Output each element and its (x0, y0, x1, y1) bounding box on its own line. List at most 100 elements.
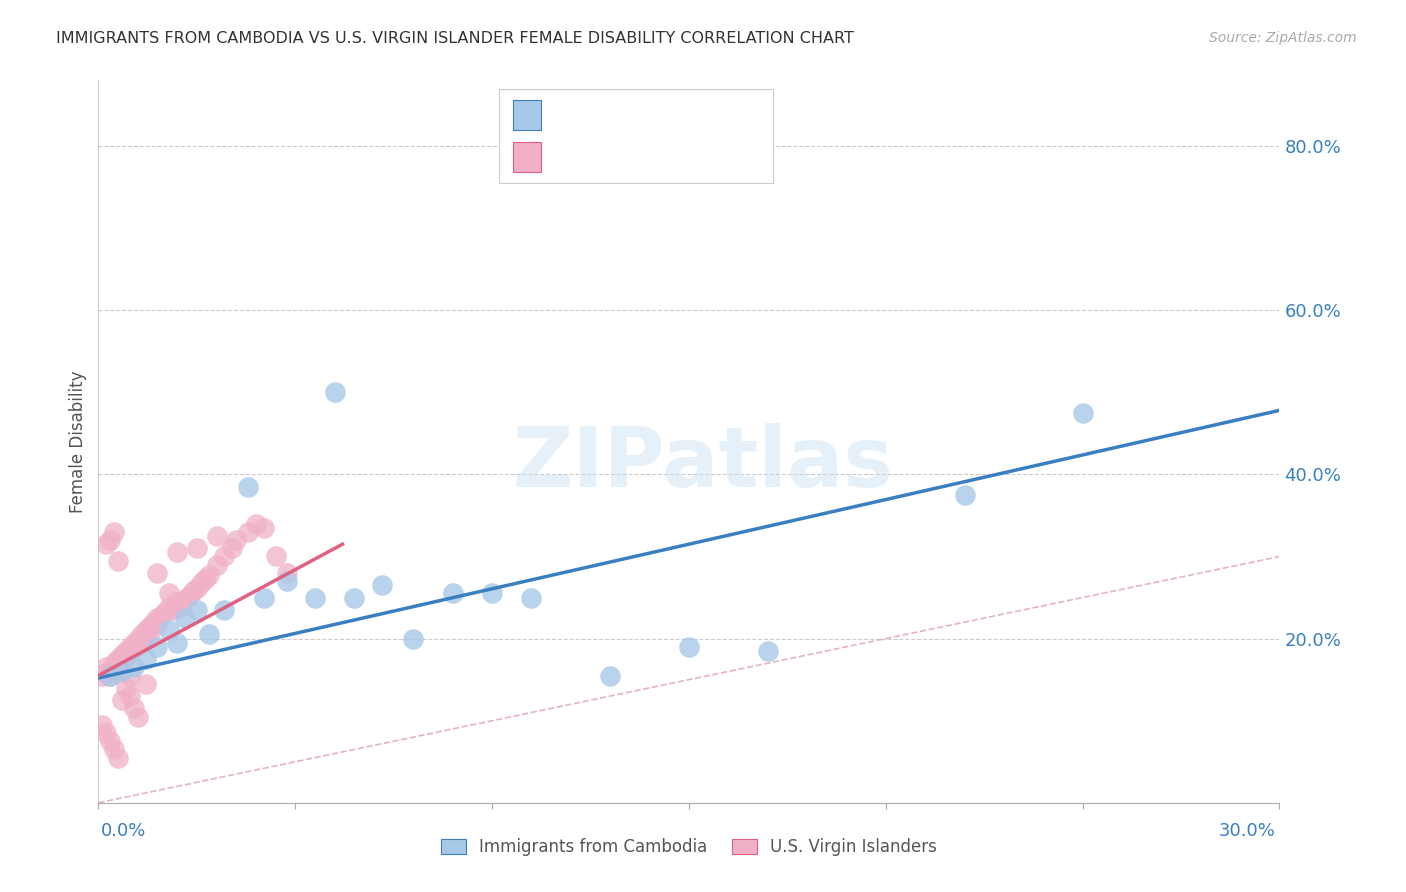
Point (181, 584, 204, 599)
Point (98, 668, 121, 682)
Text: R =: R = (553, 148, 592, 166)
Point (157, 600, 180, 615)
Point (186, 603, 208, 617)
Point (111, 693, 134, 707)
Point (146, 566, 169, 580)
Point (276, 566, 298, 580)
Point (194, 573, 217, 587)
Point (135, 629, 157, 643)
Point (186, 581, 208, 595)
Point (138, 619, 160, 633)
Point (91, 718, 114, 732)
Point (343, 591, 366, 605)
Point (91, 668, 114, 682)
Point (122, 660, 145, 674)
Point (166, 594, 188, 608)
Point (107, 553, 129, 567)
Point (115, 649, 138, 664)
Point (115, 681, 138, 695)
Point (146, 640, 169, 654)
Point (236, 480, 259, 494)
Point (157, 624, 180, 638)
Point (150, 608, 173, 623)
Point (170, 599, 193, 613)
Point (253, 521, 276, 535)
Point (205, 558, 228, 572)
Point (96, 666, 118, 681)
Point (481, 586, 503, 600)
Point (122, 701, 145, 715)
Point (96, 726, 118, 740)
Point (98, 665, 121, 679)
Point (225, 533, 247, 547)
Text: 0.417: 0.417 (595, 148, 651, 166)
Point (678, 640, 700, 654)
Point (323, 385, 346, 400)
Text: 0.491: 0.491 (595, 106, 651, 124)
Point (236, 524, 259, 539)
Point (190, 575, 212, 590)
Point (135, 624, 157, 638)
Point (96, 537, 118, 551)
Point (155, 605, 177, 619)
Point (111, 648, 134, 662)
Point (253, 591, 276, 605)
Point (186, 541, 208, 556)
Text: 30.0%: 30.0% (1219, 822, 1275, 840)
Text: 72: 72 (693, 148, 718, 166)
Point (103, 663, 125, 677)
Legend: Immigrants from Cambodia, U.S. Virgin Islanders: Immigrants from Cambodia, U.S. Virgin Is… (434, 831, 943, 863)
Point (402, 632, 425, 646)
Point (118, 640, 141, 654)
Point (111, 665, 134, 679)
Point (135, 652, 157, 666)
Point (122, 641, 145, 656)
Point (441, 586, 464, 600)
Point (146, 611, 169, 625)
Point (166, 545, 188, 559)
Point (98, 668, 121, 682)
Point (115, 644, 138, 658)
Point (221, 541, 243, 556)
Text: ZIPatlas: ZIPatlas (513, 424, 893, 504)
Point (205, 529, 228, 543)
Point (118, 668, 141, 682)
Point (157, 586, 180, 600)
Point (264, 549, 287, 564)
Point (142, 615, 165, 630)
Point (245, 516, 267, 531)
Point (520, 591, 543, 605)
Point (127, 632, 149, 646)
Point (197, 627, 219, 641)
Point (107, 652, 129, 666)
Point (174, 611, 197, 625)
Point (131, 627, 153, 641)
Text: IMMIGRANTS FROM CAMBODIA VS U.S. VIRGIN ISLANDER FEMALE DISABILITY CORRELATION C: IMMIGRANTS FROM CAMBODIA VS U.S. VIRGIN … (56, 31, 853, 46)
Point (756, 644, 779, 658)
Point (214, 603, 236, 617)
Point (166, 636, 188, 650)
Point (107, 750, 129, 764)
Text: R =: R = (553, 106, 592, 124)
Point (276, 574, 298, 588)
Point (103, 524, 125, 539)
Point (177, 589, 200, 603)
Point (304, 591, 326, 605)
Y-axis label: Female Disability: Female Disability (69, 370, 87, 513)
Point (1071, 406, 1094, 420)
Point (98, 734, 121, 748)
Point (98, 533, 121, 547)
Point (127, 638, 149, 652)
Point (197, 567, 219, 582)
Point (111, 652, 134, 666)
Point (162, 603, 184, 617)
Point (953, 488, 976, 502)
Point (107, 657, 129, 672)
Point (146, 616, 169, 631)
Point (103, 657, 125, 671)
Point (118, 646, 141, 660)
Text: N =: N = (644, 148, 696, 166)
Point (599, 668, 621, 682)
Text: N =: N = (644, 106, 696, 124)
Text: 27: 27 (693, 106, 718, 124)
